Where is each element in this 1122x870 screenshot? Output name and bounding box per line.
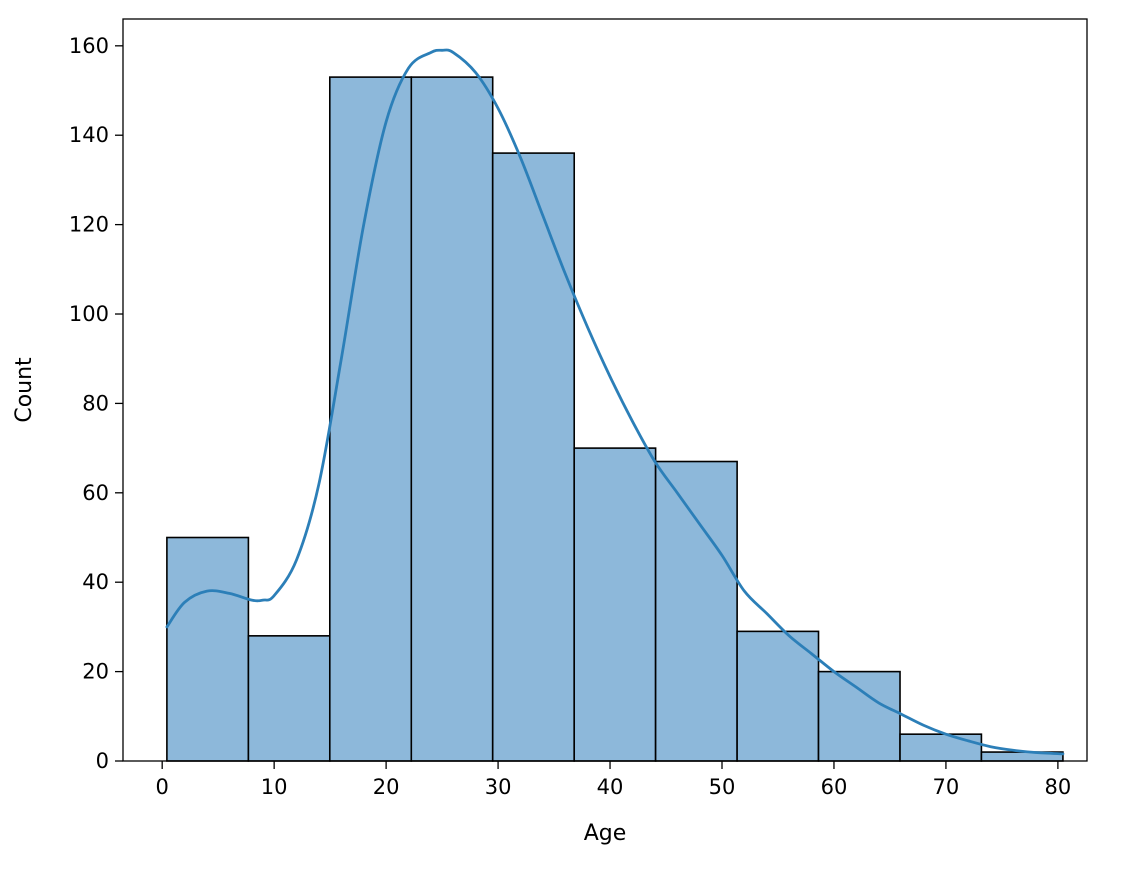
x-tick-label: 40	[597, 775, 624, 799]
y-tick-label: 40	[82, 570, 109, 594]
bars-layer	[166, 76, 1064, 762]
x-tick-label: 10	[261, 775, 288, 799]
kde-layer	[165, 48, 1065, 756]
histogram-bar-4	[410, 76, 494, 762]
plot-frame	[122, 18, 1088, 762]
y-tick-label: 60	[82, 481, 109, 505]
x-axis-label: Age	[584, 821, 627, 846]
histogram-bar-3	[328, 76, 413, 762]
x-tick-label: 0	[155, 775, 168, 799]
histogram-bar-8	[736, 630, 820, 762]
y-axis-label: Count	[12, 357, 37, 423]
y-tick-label: 140	[69, 123, 109, 147]
histogram-bar-10	[899, 733, 983, 762]
x-tick-label: 20	[373, 775, 400, 799]
x-tick-label: 70	[933, 775, 960, 799]
y-tick-label: 120	[69, 213, 109, 237]
y-tick-label: 100	[69, 302, 109, 326]
y-tick-label: 80	[82, 391, 109, 415]
y-axis-ticks: 0 20 40 60 80 100 120 140 160	[69, 34, 123, 773]
histogram-bar-9	[817, 670, 901, 762]
x-tick-label: 80	[1045, 775, 1072, 799]
y-tick-label: 20	[82, 660, 109, 684]
histogram-bar-5	[491, 152, 576, 762]
histogram-bar-6	[573, 447, 657, 762]
histogram-bar-7	[654, 460, 738, 762]
x-tick-label: 50	[709, 775, 736, 799]
x-axis-ticks: 0 10 20 30 40 50 60 70 80	[155, 761, 1071, 799]
x-tick-label: 60	[821, 775, 848, 799]
y-tick-label: 160	[69, 34, 109, 58]
y-tick-label: 0	[96, 749, 109, 773]
histogram-bar-2	[247, 635, 331, 762]
x-tick-label: 30	[485, 775, 512, 799]
histogram-bar-1	[166, 536, 250, 762]
kde-curve	[165, 48, 1065, 756]
